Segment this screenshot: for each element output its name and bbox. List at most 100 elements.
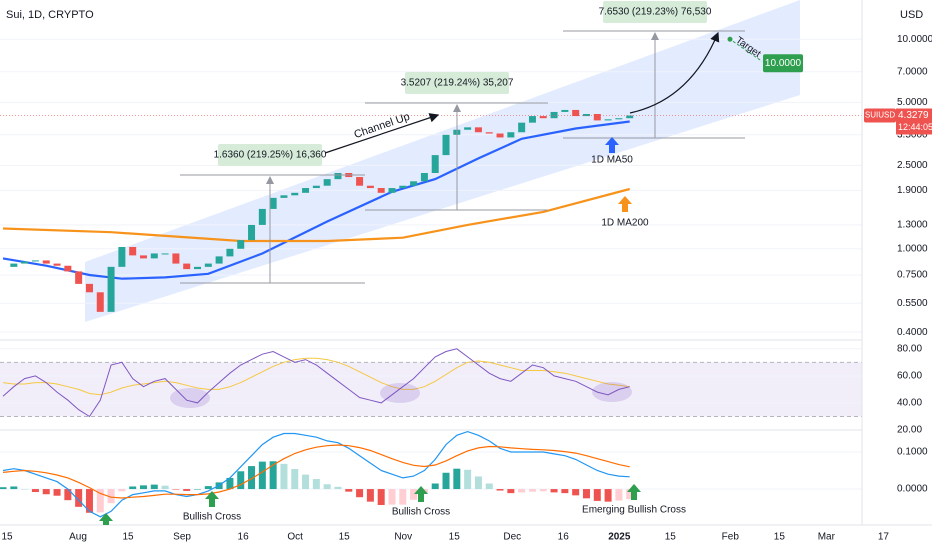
histogram-bar	[269, 461, 277, 490]
candle	[312, 185, 320, 189]
ma200-arrow	[618, 196, 632, 212]
candle	[442, 134, 450, 156]
histogram-bar	[31, 489, 39, 493]
histogram-bar	[129, 486, 137, 490]
x-tick-label: 15	[1, 532, 13, 543]
histogram-bar	[53, 489, 61, 496]
ma50-arrow	[605, 137, 619, 153]
candle	[150, 253, 158, 259]
x-tick-label: Sep	[173, 532, 191, 543]
target-value: 10.0000	[765, 58, 802, 69]
histogram-bar	[96, 489, 104, 513]
x-tick-label: 15	[665, 532, 677, 543]
histogram-bar	[248, 466, 256, 490]
price-symbol: SUIUSD	[865, 111, 895, 120]
moving-average	[2, 187, 630, 243]
candle	[172, 253, 180, 264]
candle	[161, 253, 169, 255]
histogram-bar	[334, 486, 342, 490]
histogram-bar	[258, 461, 266, 490]
candle	[388, 188, 396, 193]
candle	[528, 116, 536, 123]
candle	[366, 185, 374, 189]
cross-label: Bullish Cross	[183, 512, 241, 523]
histogram-bar	[626, 489, 634, 500]
candle	[226, 248, 234, 257]
candle	[21, 261, 29, 264]
histogram-bar	[582, 489, 590, 499]
candle	[53, 263, 61, 266]
histogram-bar	[183, 489, 191, 491]
histogram-bar	[139, 485, 147, 490]
histogram-bar	[366, 489, 374, 502]
histogram-bar	[204, 486, 212, 490]
rsi-highlight	[170, 388, 210, 408]
y-tick-label: 1.3000	[897, 220, 928, 231]
histogram-bar	[85, 489, 93, 513]
histogram-bar	[10, 486, 18, 490]
histogram-bar	[410, 489, 418, 500]
histogram-bar	[453, 468, 461, 490]
y-tick-label: 10.0000	[897, 34, 932, 45]
y-tick-label: 0.4000	[897, 327, 928, 338]
candle	[10, 263, 18, 267]
histogram-bar	[528, 489, 536, 492]
x-tick-label: Feb	[722, 532, 740, 543]
histogram-bar	[323, 484, 331, 490]
candle	[399, 185, 407, 189]
price-countdown: 12:44:05	[898, 122, 932, 132]
histogram-bar	[118, 489, 126, 492]
candle	[75, 271, 83, 284]
measure-label: 3.5207 (219.24%) 35,207	[401, 78, 514, 89]
rsi-highlight	[380, 383, 420, 403]
y-tick-label: 1.9000	[897, 185, 928, 196]
histogram-bar	[150, 484, 158, 490]
histogram-bar	[539, 489, 547, 492]
histogram-bar	[302, 474, 310, 490]
histogram-bar	[280, 463, 288, 490]
target-line	[732, 40, 763, 62]
plot	[0, 36, 862, 518]
candle	[572, 109, 580, 117]
price-tag	[896, 108, 932, 135]
histogram-bar	[399, 489, 407, 505]
candle	[593, 113, 601, 121]
measure-box	[405, 72, 509, 94]
candle	[518, 122, 526, 133]
candle	[356, 177, 364, 186]
candle	[626, 115, 634, 119]
candle	[107, 266, 115, 312]
projection-arrow	[629, 31, 720, 114]
y-tick-label: 0.7500	[897, 270, 928, 281]
histogram-bar	[226, 477, 234, 490]
histogram-bar	[0, 487, 7, 490]
histogram-bar	[431, 483, 439, 490]
candle	[96, 292, 104, 312]
candle	[539, 116, 547, 119]
price-value: 4.3279	[898, 110, 929, 121]
histogram-bar	[377, 489, 385, 505]
histogram-bar	[312, 479, 320, 490]
histogram-bar	[75, 489, 83, 507]
candle	[561, 109, 569, 112]
channel-arrow	[324, 113, 440, 154]
moving-average	[2, 120, 630, 280]
y-tick-label: 1.0000	[897, 243, 928, 254]
histogram-bar	[474, 476, 482, 490]
candle	[550, 111, 558, 119]
y-tick-label: 2.5000	[897, 160, 928, 171]
x-tick-label: 16	[238, 532, 250, 543]
cross-arrows	[99, 484, 641, 525]
histogram-bar	[291, 469, 299, 490]
x-tick-label: Oct	[287, 532, 303, 543]
histogram-bar	[161, 485, 169, 490]
ma200-label: 1D MA200	[601, 218, 649, 229]
y-tick-label: 0.0000	[897, 484, 928, 495]
measure-label: 7.6530 (219.23%) 76,530	[599, 7, 712, 18]
x-tick-label: Dec	[503, 532, 521, 543]
histogram-bar	[593, 489, 601, 501]
candle	[615, 118, 623, 120]
ma50-label: 1D MA50	[591, 155, 633, 166]
cross-label: Bullish Cross	[392, 507, 450, 518]
target-box	[763, 54, 803, 73]
